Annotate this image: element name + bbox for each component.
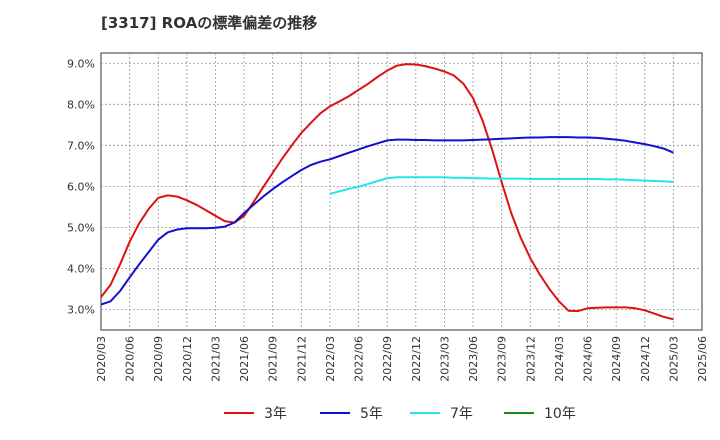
x-tick-label: 2025/03 — [667, 336, 680, 382]
x-tick-label: 2025/06 — [696, 336, 709, 382]
x-tick-label: 2020/06 — [124, 336, 137, 382]
chart-title: [3317] ROAの標準偏差の推移 — [101, 14, 318, 32]
x-tick-label: 2022/03 — [324, 336, 337, 382]
x-tick-label: 2021/06 — [238, 336, 251, 382]
x-tick-label: 2022/12 — [410, 336, 423, 382]
legend-label: 3年 — [264, 406, 287, 422]
x-tick-label: 2020/12 — [181, 336, 194, 382]
x-tick-label: 2023/12 — [524, 336, 537, 382]
legend-label: 10年 — [544, 406, 576, 422]
series-line — [100, 136, 674, 306]
y-tick-label: 3.0% — [67, 303, 95, 316]
x-tick-label: 2024/03 — [553, 336, 566, 382]
x-tick-label: 2022/06 — [353, 336, 366, 382]
y-tick-label: 5.0% — [67, 221, 95, 234]
x-tick-label: 2024/06 — [582, 336, 595, 382]
series-line — [100, 63, 674, 321]
legend-label: 5年 — [360, 406, 383, 422]
y-tick-label: 9.0% — [67, 57, 95, 70]
x-axis-ticks: 2020/03 2020/06 2020/09 2020/12 2021/03 2021/… — [95, 336, 709, 382]
x-tick-label: 2022/09 — [381, 336, 394, 382]
y-axis-ticks: 3.0% 4.0% 5.0% 6.0% 7.0% 8.0% 9.0% — [67, 57, 95, 316]
x-tick-label: 2023/06 — [467, 336, 480, 382]
legend-label: 7年 — [450, 406, 473, 422]
y-tick-label: 7.0% — [67, 139, 95, 152]
x-tick-label: 2024/12 — [639, 336, 652, 382]
legend: 3年 5年 7年 10年 — [224, 406, 576, 422]
y-tick-label: 4.0% — [67, 262, 95, 275]
series-lines — [100, 63, 674, 321]
y-tick-label: 6.0% — [67, 180, 95, 193]
y-tick-label: 8.0% — [67, 98, 95, 111]
x-tick-label: 2020/09 — [152, 336, 165, 382]
x-tick-label: 2021/12 — [295, 336, 308, 382]
plot-frame — [100, 52, 703, 331]
plot-area — [100, 52, 703, 331]
x-tick-label: 2023/03 — [438, 336, 451, 382]
x-tick-label: 2021/09 — [267, 336, 280, 382]
x-tick-label: 2024/09 — [610, 336, 623, 382]
x-tick-label: 2020/03 — [95, 336, 108, 382]
series-line — [329, 176, 674, 195]
grid-lines — [101, 53, 702, 330]
x-tick-label: 2023/09 — [496, 336, 509, 382]
x-tick-label: 2021/03 — [209, 336, 222, 382]
